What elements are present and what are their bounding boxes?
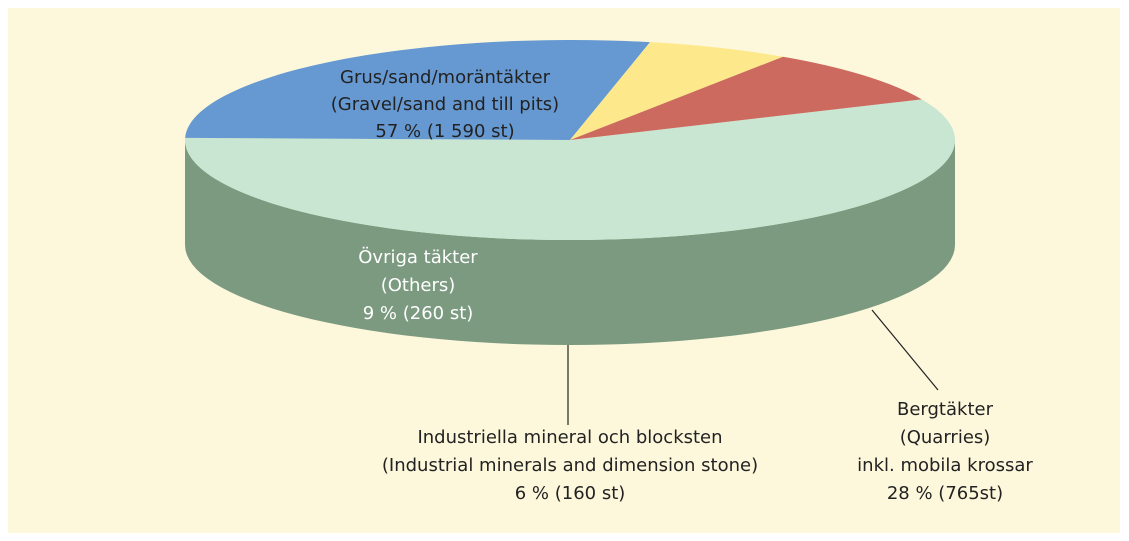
slice-side xyxy=(185,140,955,345)
slice-label: Industriella mineral och blocksten xyxy=(417,427,722,448)
value-label: 9 % (260 st) xyxy=(363,303,474,324)
slice xyxy=(185,40,651,140)
value-label: 28 % (765st) xyxy=(887,483,1003,504)
value-label: 57 % (1 590 st) xyxy=(375,121,514,142)
slice xyxy=(185,99,956,241)
slice-label: Grus/sand/moräntäkter xyxy=(340,67,551,88)
slice-label: (Others) xyxy=(381,275,456,296)
slice xyxy=(570,42,784,140)
slice-label: Övriga täkter xyxy=(358,246,478,268)
slice-label: (Gravel/sand and till pits) xyxy=(331,94,559,115)
slice-label: (Industrial minerals and dimension stone… xyxy=(382,455,758,476)
slice-label: (Quarries) xyxy=(900,427,991,448)
slice xyxy=(570,56,922,141)
leader-line xyxy=(871,309,939,391)
slice-label: Bergtäkter xyxy=(897,399,994,420)
slice-label: inkl. mobila krossar xyxy=(857,455,1033,476)
value-label: 6 % (160 st) xyxy=(515,483,626,504)
